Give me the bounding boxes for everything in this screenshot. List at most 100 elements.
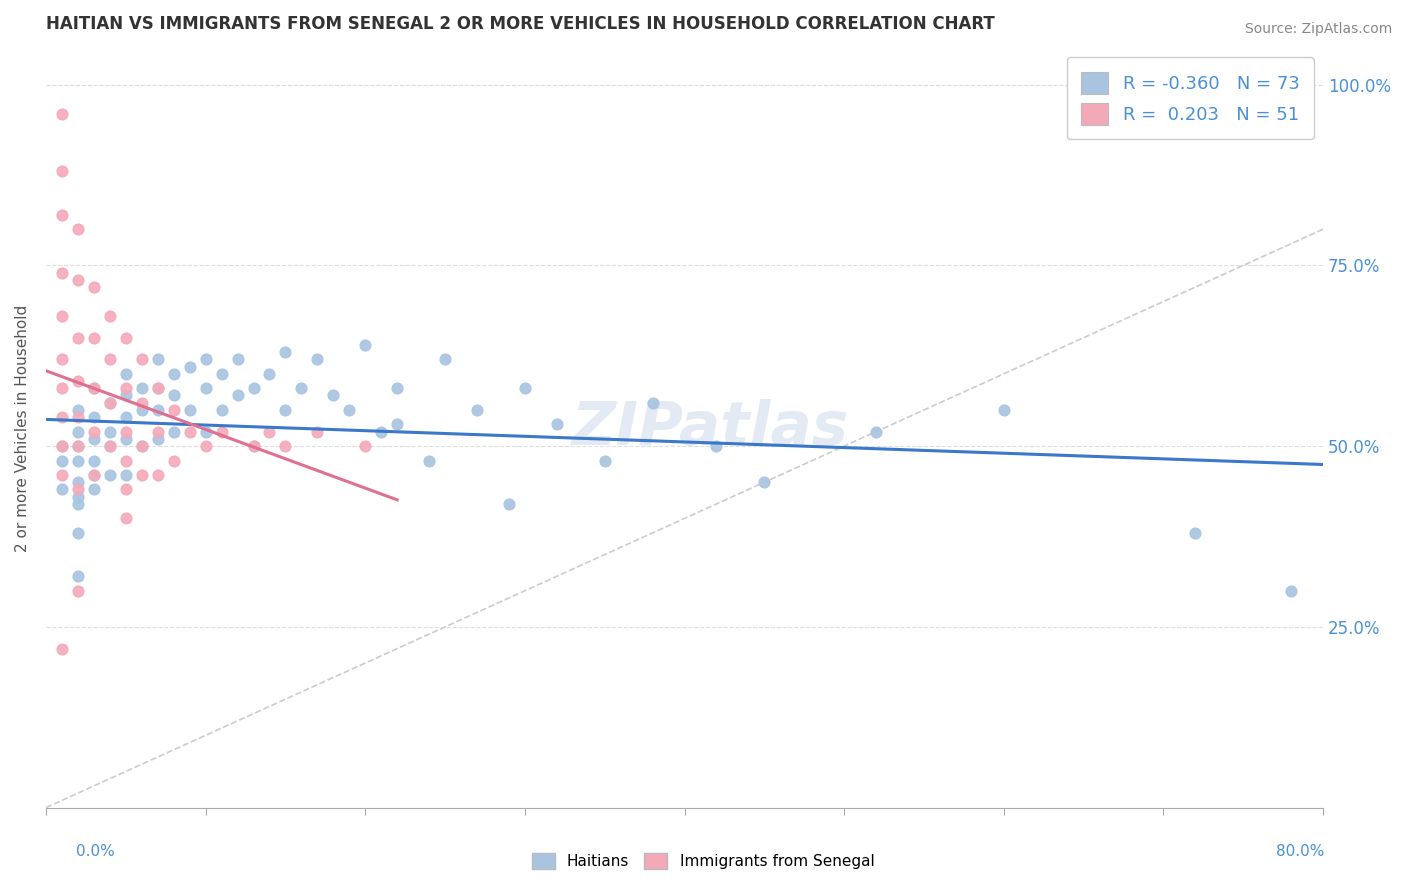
Point xyxy=(131,381,153,395)
Point xyxy=(83,468,105,483)
Point xyxy=(98,439,121,453)
Point xyxy=(513,381,536,395)
Point xyxy=(83,483,105,497)
Point xyxy=(114,388,136,402)
Point xyxy=(194,381,217,395)
Point xyxy=(146,468,169,483)
Point xyxy=(66,374,89,388)
Point xyxy=(385,417,408,432)
Point xyxy=(354,439,377,453)
Point xyxy=(66,331,89,345)
Point xyxy=(131,403,153,417)
Point xyxy=(434,352,457,367)
Y-axis label: 2 or more Vehicles in Household: 2 or more Vehicles in Household xyxy=(15,304,30,551)
Point xyxy=(51,483,73,497)
Point xyxy=(66,410,89,425)
Point xyxy=(83,453,105,467)
Point xyxy=(131,468,153,483)
Point xyxy=(114,367,136,381)
Point xyxy=(179,403,201,417)
Point xyxy=(131,352,153,367)
Point xyxy=(51,309,73,323)
Point xyxy=(66,497,89,511)
Text: HAITIAN VS IMMIGRANTS FROM SENEGAL 2 OR MORE VEHICLES IN HOUSEHOLD CORRELATION C: HAITIAN VS IMMIGRANTS FROM SENEGAL 2 OR … xyxy=(46,15,994,33)
Point xyxy=(290,381,312,395)
Point xyxy=(163,367,186,381)
Point xyxy=(242,381,264,395)
Point xyxy=(66,583,89,598)
Point xyxy=(307,425,329,439)
Point xyxy=(146,432,169,446)
Point xyxy=(51,641,73,656)
Point xyxy=(226,388,249,402)
Point xyxy=(114,410,136,425)
Point xyxy=(66,453,89,467)
Point xyxy=(418,453,440,467)
Point xyxy=(51,208,73,222)
Point xyxy=(114,453,136,467)
Point xyxy=(498,497,520,511)
Point xyxy=(194,439,217,453)
Point xyxy=(131,395,153,409)
Point xyxy=(83,280,105,294)
Point xyxy=(163,453,186,467)
Point xyxy=(83,331,105,345)
Point xyxy=(242,439,264,453)
Point xyxy=(114,483,136,497)
Point xyxy=(66,222,89,236)
Point xyxy=(114,331,136,345)
Point xyxy=(131,439,153,453)
Point xyxy=(146,352,169,367)
Point xyxy=(98,468,121,483)
Point xyxy=(66,525,89,540)
Point xyxy=(146,425,169,439)
Point xyxy=(354,338,377,352)
Point xyxy=(83,410,105,425)
Point xyxy=(131,439,153,453)
Point xyxy=(114,425,136,439)
Point xyxy=(83,432,105,446)
Point xyxy=(98,395,121,409)
Point xyxy=(66,439,89,453)
Point xyxy=(163,388,186,402)
Point xyxy=(51,352,73,367)
Point xyxy=(114,381,136,395)
Point xyxy=(226,352,249,367)
Point xyxy=(83,425,105,439)
Point xyxy=(211,403,233,417)
Legend: Haitians, Immigrants from Senegal: Haitians, Immigrants from Senegal xyxy=(526,847,880,875)
Text: Source: ZipAtlas.com: Source: ZipAtlas.com xyxy=(1244,22,1392,37)
Point xyxy=(66,569,89,583)
Point xyxy=(146,403,169,417)
Point xyxy=(51,381,73,395)
Point xyxy=(194,425,217,439)
Point xyxy=(51,410,73,425)
Point xyxy=(179,359,201,374)
Point xyxy=(114,432,136,446)
Point xyxy=(546,417,568,432)
Point xyxy=(66,273,89,287)
Point xyxy=(98,309,121,323)
Point xyxy=(274,403,297,417)
Point xyxy=(865,425,887,439)
Point xyxy=(242,439,264,453)
Point xyxy=(114,511,136,525)
Point xyxy=(259,425,281,439)
Point xyxy=(51,439,73,453)
Point xyxy=(66,425,89,439)
Legend: R = -0.360   N = 73, R =  0.203   N = 51: R = -0.360 N = 73, R = 0.203 N = 51 xyxy=(1067,57,1315,139)
Point xyxy=(194,352,217,367)
Point xyxy=(51,439,73,453)
Point xyxy=(66,475,89,490)
Text: 80.0%: 80.0% xyxy=(1277,845,1324,859)
Point xyxy=(465,403,488,417)
Point xyxy=(98,439,121,453)
Point xyxy=(274,439,297,453)
Point xyxy=(51,468,73,483)
Text: 0.0%: 0.0% xyxy=(76,845,115,859)
Point xyxy=(641,395,664,409)
Point xyxy=(1184,525,1206,540)
Point xyxy=(83,468,105,483)
Point xyxy=(337,403,360,417)
Point xyxy=(259,367,281,381)
